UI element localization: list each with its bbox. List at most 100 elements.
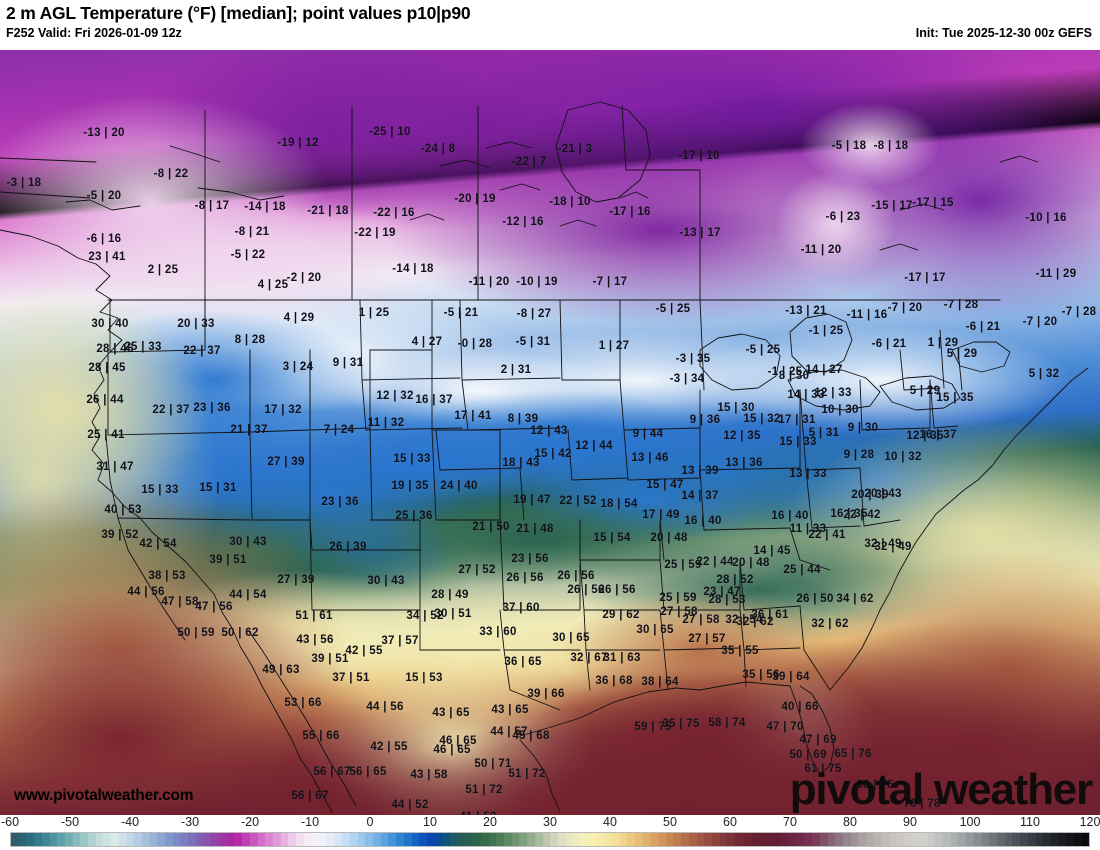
point-value: 47 | 69	[799, 734, 837, 746]
point-value: 3 | 24	[282, 361, 314, 373]
colorbar-swatch	[349, 833, 358, 846]
point-value: -13 | 21	[785, 305, 827, 317]
colorbar-swatch	[773, 833, 782, 846]
point-value: -7 | 20	[1022, 316, 1058, 328]
colorbar-swatch	[180, 833, 189, 846]
point-value: -8 | 27	[516, 308, 552, 320]
point-value: -5 | 31	[515, 336, 551, 348]
point-value: 28 | 45	[96, 343, 134, 355]
colorbar-swatch	[280, 833, 289, 846]
point-value-labels: -13 | 20 -3 | 18 -5 | 20 -6 | 16 -8 | 22 -8 |…	[0, 50, 1100, 815]
point-value: 36 | 68	[595, 675, 633, 687]
point-value: 39 | 66	[527, 688, 565, 700]
point-value: 50 | 71	[474, 758, 512, 770]
colorbar-swatch	[1004, 833, 1013, 846]
point-value: 18 | 54	[600, 498, 638, 510]
point-value: 14 | 37	[681, 490, 719, 502]
colorbar-swatch	[265, 833, 273, 846]
point-value: 42 | 54	[139, 538, 177, 550]
colorbar-tick: 20	[483, 815, 497, 829]
point-value: -10 | 19	[516, 276, 558, 288]
colorbar-swatch	[989, 833, 997, 846]
colorbar-swatch	[796, 833, 805, 846]
point-value: 53 | 66	[284, 697, 322, 709]
point-value: 20 | 33	[177, 318, 215, 330]
colorbar-swatch	[334, 833, 343, 846]
point-value: 25 | 36	[395, 510, 433, 522]
point-value: 30 | 65	[552, 632, 590, 644]
point-value: 28 | 53	[708, 594, 746, 606]
point-value: 15 | 42	[534, 448, 572, 460]
colorbar-swatch	[34, 833, 42, 846]
point-value: 37 | 51	[332, 672, 370, 684]
point-value: 68 | 76	[856, 779, 894, 791]
point-value: 44 | 57	[490, 726, 528, 738]
colorbar-gradient[interactable]	[10, 832, 1090, 847]
colorbar-swatch	[504, 833, 512, 846]
point-value: -21 | 3	[557, 143, 593, 155]
brand-watermark: pivotal weather	[789, 765, 1094, 814]
colorbar-swatch	[226, 833, 235, 846]
point-value: -6 | 21	[871, 338, 907, 350]
colorbar-swatch	[789, 833, 797, 846]
point-value: 4 | 29	[283, 312, 315, 324]
colorbar-swatch	[442, 833, 451, 846]
point-value: -21 | 18	[307, 205, 349, 217]
colorbar-tick: -10	[300, 815, 320, 829]
colorbar-swatch	[927, 833, 936, 846]
init-time-label: Init: Tue 2025-12-30 00z GEFS	[915, 26, 1092, 40]
point-value: 14 | 45	[753, 545, 791, 557]
point-value: 9 | 44	[632, 428, 664, 440]
point-value: -8 | 22	[153, 168, 189, 180]
colorbar-swatch	[858, 833, 867, 846]
point-value: -6 | 21	[965, 321, 1001, 333]
point-value: 26 | 39	[329, 541, 367, 553]
colorbar-swatch	[673, 833, 682, 846]
colorbar-swatch	[943, 833, 951, 846]
point-value: 12 | 32	[376, 390, 414, 402]
point-value: 11 | 32	[367, 417, 405, 429]
colorbar-swatch	[912, 833, 920, 846]
point-value: 43 | 65	[432, 707, 470, 719]
colorbar-swatch	[411, 833, 420, 846]
colorbar-container: -60 -50 -40 -30 -20 -10 0 10 20 30 40 50 60 70 80 90 100…	[0, 815, 1100, 850]
point-value: 44 | 54	[229, 589, 267, 601]
point-value: -8 | 21	[234, 226, 270, 238]
point-value: 1 | 29	[927, 337, 959, 349]
point-value: 15 | 31	[199, 482, 237, 494]
colorbar-swatch	[141, 833, 150, 846]
colorbar-swatch	[827, 833, 836, 846]
colorbar-swatch	[596, 833, 605, 846]
colorbar-tick-labels: -60 -50 -40 -30 -20 -10 0 10 20 30 40 50 60 70 80 90 100…	[0, 815, 1100, 831]
colorbar-swatch	[997, 833, 1005, 846]
colorbar-swatch	[904, 833, 913, 846]
point-value: -8 | 18	[873, 140, 909, 152]
colorbar-swatch	[11, 833, 19, 846]
colorbar-tick: 40	[603, 815, 617, 829]
point-value: 20 | 48	[732, 557, 770, 569]
point-value: 39 | 51	[209, 554, 247, 566]
colorbar-swatch	[966, 833, 974, 846]
point-value: 56 | 65	[349, 766, 387, 778]
temperature-map[interactable]: -13 | 20 -3 | 18 -5 | 20 -6 | 16 -8 | 22 -8 |…	[0, 50, 1100, 815]
point-value: -17 | 15	[912, 197, 954, 209]
point-value: 22 | 44	[696, 556, 734, 568]
point-value: 50 | 59	[177, 627, 215, 639]
point-value: 14 | 33	[787, 389, 825, 401]
colorbar-swatch	[450, 833, 458, 846]
colorbar-swatch	[64, 833, 73, 846]
point-value: 15 | 33	[393, 453, 431, 465]
colorbar-swatch	[234, 833, 243, 846]
point-value: -11 | 16	[846, 309, 888, 321]
point-value: 13 | 36	[725, 457, 763, 469]
point-value: 13 | 39	[681, 465, 719, 477]
point-value: 30 | 40	[91, 318, 129, 330]
colorbar-swatch	[426, 833, 435, 846]
colorbar-swatch	[704, 833, 712, 846]
point-value: 22 | 41	[808, 529, 846, 541]
point-value: -5 | 20	[86, 190, 122, 202]
point-value: 33 | 60	[479, 626, 517, 638]
point-value: 51 | 72	[508, 768, 546, 780]
point-value: 36 | 65	[504, 656, 542, 668]
point-value: -7 | 17	[592, 276, 628, 288]
